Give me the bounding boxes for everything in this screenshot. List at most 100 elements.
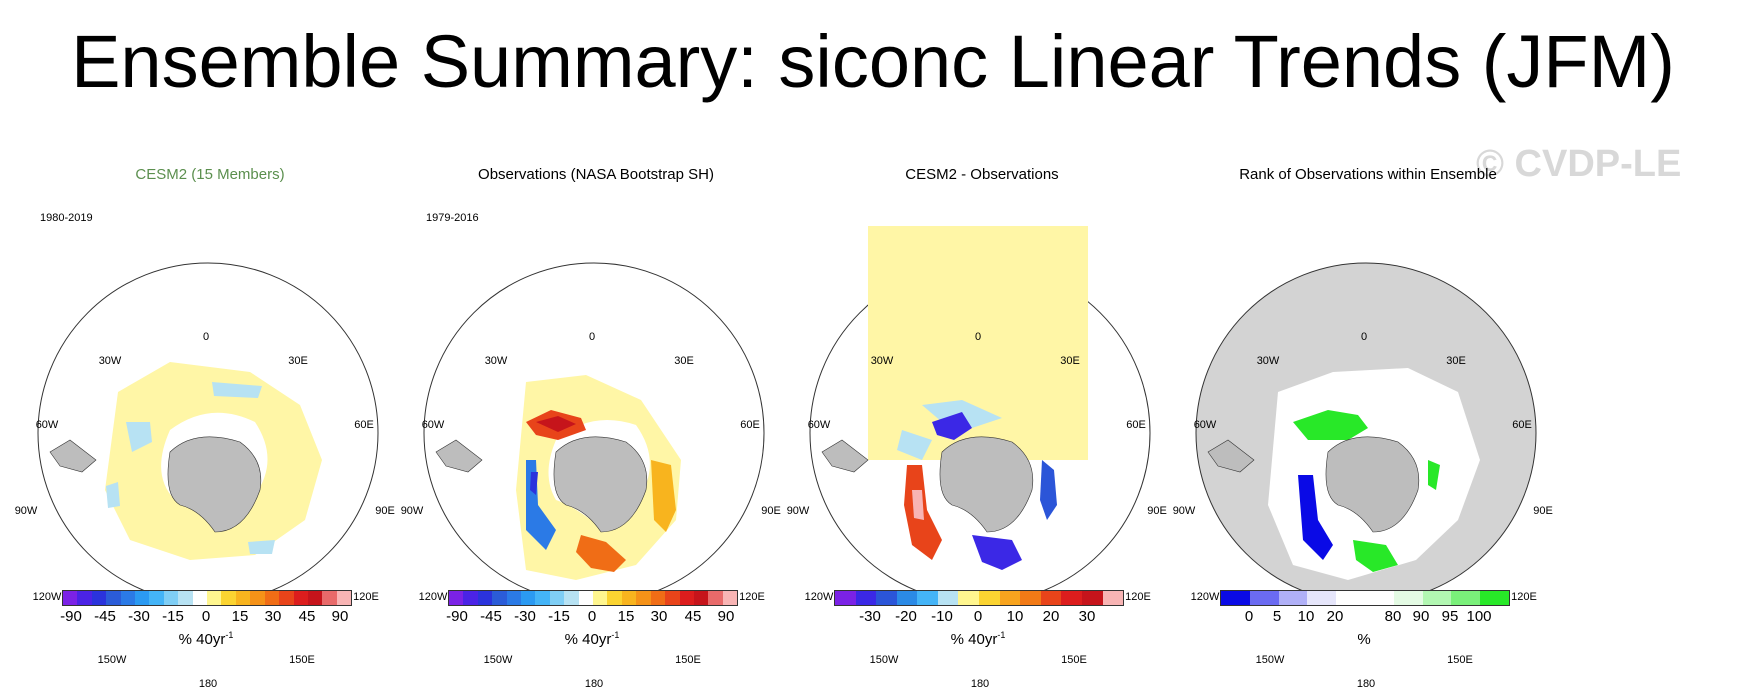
lon-label-30w: 30W bbox=[98, 355, 122, 367]
colorbar-swatch bbox=[1081, 591, 1103, 605]
colorbar-tick: -15 bbox=[548, 608, 570, 625]
colorbar-swatch bbox=[135, 591, 150, 605]
south-america bbox=[1207, 439, 1255, 473]
colorbar-swatch bbox=[322, 591, 337, 605]
antarctica bbox=[1325, 436, 1420, 533]
colorbar-tick: 0 bbox=[587, 608, 597, 625]
colorbar-swatch bbox=[665, 591, 680, 605]
colorbar bbox=[1220, 590, 1510, 606]
colorbar-unit: % bbox=[1357, 630, 1370, 648]
antarctica bbox=[167, 436, 262, 533]
colorbar-tick: 5 bbox=[1272, 608, 1282, 625]
positive-trend-east bbox=[651, 460, 676, 532]
colorbar-tick: 100 bbox=[1466, 608, 1492, 625]
colorbar-tick: 30 bbox=[650, 608, 668, 625]
south-america bbox=[435, 439, 483, 473]
lon-label-60e: 60E bbox=[1512, 419, 1532, 431]
lon-label-120w: 120W bbox=[1190, 591, 1220, 603]
positive-trend-core bbox=[536, 416, 576, 432]
lon-label-30e: 30E bbox=[288, 355, 308, 367]
lon-label-150e: 150E bbox=[289, 654, 315, 666]
colorbar bbox=[448, 590, 738, 606]
lon-label-60e: 60E bbox=[740, 419, 760, 431]
colorbar-swatch bbox=[855, 591, 877, 605]
colorbar-swatch bbox=[506, 591, 522, 605]
negative-trend-core bbox=[530, 472, 538, 495]
colorbar-swatch bbox=[307, 591, 323, 605]
colorbar-tick: -15 bbox=[162, 608, 184, 625]
colorbar-swatch bbox=[250, 591, 265, 605]
trend-field bbox=[105, 362, 322, 560]
lon-label-90e: 90E bbox=[1533, 505, 1553, 517]
colorbar-swatch bbox=[521, 591, 536, 605]
lon-label-60w: 60W bbox=[807, 419, 831, 431]
colorbar-swatch bbox=[1307, 591, 1337, 605]
colorbar-swatch bbox=[1221, 591, 1250, 605]
period-label: 1980-2019 bbox=[40, 212, 93, 224]
colorbar-swatch bbox=[449, 591, 464, 605]
lon-label-60e: 60E bbox=[1126, 419, 1146, 431]
panel-title: CESM2 (15 Members) bbox=[135, 166, 285, 183]
unit-sup: -1 bbox=[225, 630, 234, 640]
colorbar-swatch bbox=[207, 591, 222, 605]
unit-sup: -1 bbox=[611, 630, 620, 640]
lon-label-180: 180 bbox=[584, 678, 604, 690]
colorbar-tick: 20 bbox=[1042, 608, 1060, 625]
colorbar-swatch bbox=[549, 591, 565, 605]
colorbar-swatch bbox=[708, 591, 723, 605]
colorbar-tick: 45 bbox=[684, 608, 702, 625]
colorbar-swatch bbox=[593, 591, 608, 605]
colorbar-tick: 80 bbox=[1384, 608, 1402, 625]
colorbar-swatch bbox=[679, 591, 694, 605]
negative-trend-weddell bbox=[932, 412, 972, 440]
lon-label-90w: 90W bbox=[1172, 505, 1196, 517]
lon-label-120e: 120E bbox=[353, 591, 379, 603]
colorbar-swatch bbox=[77, 591, 92, 605]
polar-map bbox=[37, 262, 379, 590]
colorbar-swatch bbox=[722, 591, 738, 605]
positive-trend-core bbox=[912, 490, 924, 520]
colorbar-swatch bbox=[979, 591, 1000, 605]
lon-label-30w: 30W bbox=[484, 355, 508, 367]
lon-label-30e: 30E bbox=[674, 355, 694, 367]
page-title: Ensemble Summary: siconc Linear Trends (… bbox=[71, 20, 1675, 103]
colorbar-tick: 15 bbox=[617, 608, 635, 625]
unit-text: % bbox=[1357, 631, 1371, 648]
colorbar-unit: % 40yr-1 bbox=[179, 630, 234, 648]
lon-label-150e: 150E bbox=[1447, 654, 1473, 666]
colorbar-swatch bbox=[876, 591, 897, 605]
colorbar-swatch bbox=[106, 591, 121, 605]
colorbar-tick: 0 bbox=[201, 608, 211, 625]
colorbar-swatch bbox=[1040, 591, 1062, 605]
colorbar-swatch bbox=[1278, 591, 1308, 605]
unit-sup: -1 bbox=[997, 630, 1006, 640]
lon-label-90w: 90W bbox=[14, 505, 38, 517]
colorbar-tick: 30 bbox=[1078, 608, 1096, 625]
lon-label-30e: 30E bbox=[1060, 355, 1080, 367]
colorbar-tick: 0 bbox=[1244, 608, 1254, 625]
colorbar-swatch bbox=[463, 591, 478, 605]
negative-trend-ross bbox=[972, 535, 1022, 570]
panel-observations: Observations (NASA Bootstrap SH) 1979-20… bbox=[386, 160, 806, 690]
colorbar-swatch bbox=[636, 591, 651, 605]
colorbar-tick: 45 bbox=[298, 608, 316, 625]
unit-text: % 40yr bbox=[950, 631, 998, 648]
colorbar-tick: -90 bbox=[446, 608, 468, 625]
colorbar-swatch bbox=[293, 591, 308, 605]
colorbar-tick: 15 bbox=[231, 608, 249, 625]
colorbar-swatch bbox=[235, 591, 251, 605]
lon-label-60e: 60E bbox=[354, 419, 374, 431]
panel-title: Observations (NASA Bootstrap SH) bbox=[478, 166, 714, 183]
lon-label-30w: 30W bbox=[870, 355, 894, 367]
colorbar-tick: 30 bbox=[264, 608, 282, 625]
colorbar-swatch bbox=[693, 591, 709, 605]
colorbar-swatch bbox=[1480, 591, 1509, 605]
polar-map bbox=[809, 226, 1151, 590]
lon-label-120e: 120E bbox=[1511, 591, 1537, 603]
colorbar-swatch bbox=[1364, 591, 1394, 605]
lon-label-120w: 120W bbox=[418, 591, 448, 603]
panel-rank: Rank of Observations within Ensemble 0 3… bbox=[1158, 160, 1578, 690]
colorbar-swatch bbox=[1020, 591, 1041, 605]
lon-label-150e: 150E bbox=[675, 654, 701, 666]
polar-map bbox=[1195, 262, 1537, 590]
